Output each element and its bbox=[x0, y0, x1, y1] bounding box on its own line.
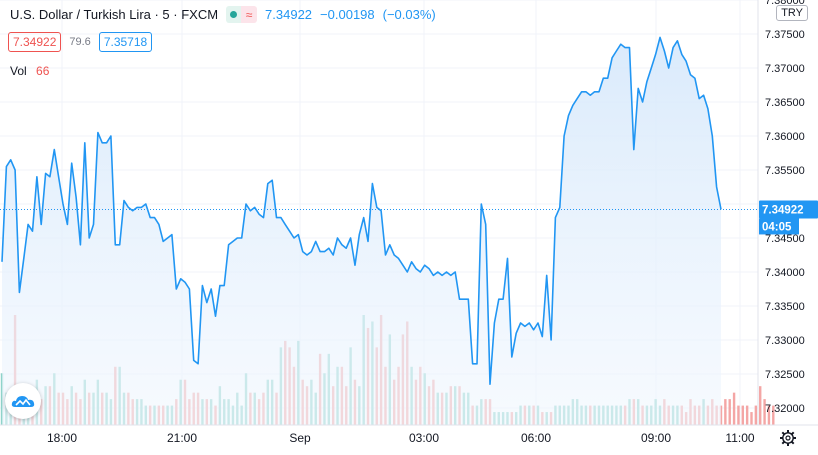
y-tick-label: 7.37000 bbox=[765, 63, 805, 75]
volume-bar bbox=[732, 392, 736, 425]
countdown-label: 04:05 bbox=[762, 221, 792, 233]
volume-bar bbox=[772, 405, 775, 425]
volume-bar bbox=[767, 405, 771, 425]
price-change: −0.00198 bbox=[320, 7, 375, 22]
y-tick-label: 7.32500 bbox=[765, 369, 805, 381]
symbol-legend: U.S. Dollar / Turkish Lira · 5 · FXCM ≈ … bbox=[10, 6, 436, 23]
y-tick-label: 7.38000 bbox=[765, 0, 805, 7]
volume-bar bbox=[728, 399, 731, 425]
last-price-label: 7.34922 bbox=[762, 204, 804, 216]
y-tick-label: 7.36000 bbox=[765, 131, 805, 143]
countdown-tag bbox=[759, 218, 799, 235]
x-tick-label: 21:00 bbox=[167, 431, 197, 445]
last-price: 7.34922 bbox=[265, 7, 313, 22]
y-tick-label: 7.37500 bbox=[765, 29, 805, 41]
x-tick-label: 09:00 bbox=[641, 431, 671, 445]
volume-bar bbox=[750, 412, 753, 425]
price-series-line bbox=[1, 36, 722, 385]
volume-bar bbox=[754, 405, 758, 425]
bid-ask-row: 7.34922 79.6 7.35718 bbox=[8, 32, 153, 52]
volume-legend: Vol 66 bbox=[10, 64, 49, 78]
x-tick-label: 03:00 bbox=[409, 431, 439, 445]
volume-bar bbox=[763, 399, 766, 425]
symbol-title[interactable]: U.S. Dollar / Turkish Lira · 5 · FXCM bbox=[10, 7, 219, 22]
price-area-fill bbox=[2, 37, 721, 426]
volume-value: 66 bbox=[36, 64, 50, 78]
tradingview-cloud-icon[interactable] bbox=[5, 383, 41, 419]
bid-price[interactable]: 7.34922 bbox=[8, 32, 62, 52]
spread-value: 79.6 bbox=[69, 36, 91, 48]
price-change-percent: (−0.03%) bbox=[382, 7, 436, 22]
x-tick-label: 06:00 bbox=[521, 431, 551, 445]
ask-price[interactable]: 7.35718 bbox=[98, 32, 153, 52]
volume-label: Vol bbox=[10, 64, 27, 78]
market-open-dot-icon bbox=[226, 6, 242, 23]
price-area bbox=[2, 37, 721, 426]
y-tick-label: 7.35500 bbox=[765, 165, 805, 177]
volume-bar bbox=[741, 405, 744, 425]
y-tick-label: 7.36500 bbox=[765, 97, 805, 109]
x-tick-label: 11:00 bbox=[725, 431, 754, 445]
axes: 7.38000 7.37500 7.37000 7.36500 7.36000 7.355… bbox=[0, 0, 818, 445]
gear-icon[interactable] bbox=[779, 429, 797, 447]
x-tick-label: Sep bbox=[289, 431, 311, 445]
volume-bar bbox=[724, 399, 727, 425]
x-tick-label: 18:00 bbox=[47, 431, 77, 445]
y-tick-label: 7.34500 bbox=[765, 233, 805, 245]
market-status-badge[interactable]: ≈ bbox=[226, 6, 258, 23]
y-tick-label: 7.33500 bbox=[765, 301, 805, 313]
y-tick-label: 7.32000 bbox=[765, 403, 805, 415]
currency-tag[interactable]: TRY bbox=[776, 5, 808, 21]
wave-icon: ≈ bbox=[241, 6, 258, 23]
price-line bbox=[1, 36, 722, 385]
volume-bar bbox=[759, 386, 762, 425]
y-tick-label: 7.33000 bbox=[765, 335, 805, 347]
last-price-tag bbox=[759, 200, 818, 219]
volume-bar bbox=[737, 405, 740, 425]
volume-bar bbox=[745, 405, 749, 425]
y-tick-label: 7.34000 bbox=[765, 267, 805, 279]
